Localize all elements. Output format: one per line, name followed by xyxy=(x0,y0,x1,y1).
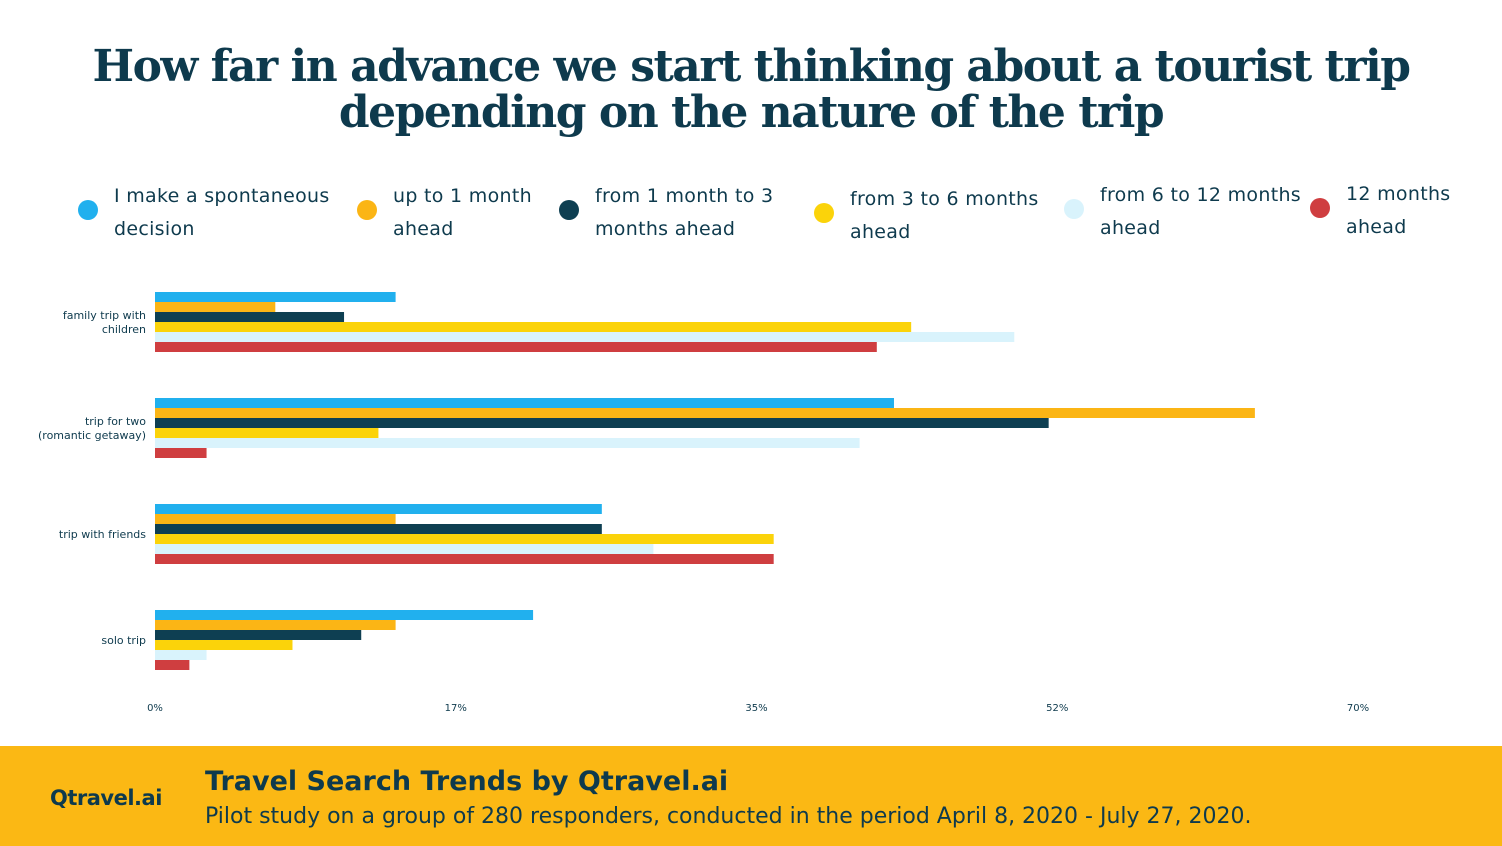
category-label: family trip with children xyxy=(63,309,146,336)
x-tick-label: 70% xyxy=(1347,703,1369,714)
bar-trip-for-two-romantic-getaway-2 xyxy=(155,408,1255,418)
bar-trip-for-two-romantic-getaway-4 xyxy=(155,428,379,438)
bar-solo-trip-5 xyxy=(155,650,207,660)
legend-marker-6-12-months xyxy=(1064,199,1084,219)
legend-label-12-months: 12 months ahead xyxy=(1346,183,1451,238)
bar-trip-with-friends-6 xyxy=(155,554,774,564)
x-tick-label: 52% xyxy=(1046,703,1068,714)
legend-label-3-6-months: from 3 to 6 months ahead xyxy=(850,188,1039,243)
bar-family-trip-with-children-2 xyxy=(155,302,276,312)
bar-solo-trip-4 xyxy=(155,640,293,650)
bar-family-trip-with-children-1 xyxy=(155,292,396,302)
bar-trip-for-two-romantic-getaway-3 xyxy=(155,418,1049,428)
brand-logo[interactable]: Qtravel.ai xyxy=(50,786,162,810)
bar-family-trip-with-children-4 xyxy=(155,322,912,332)
bar-trip-with-friends-5 xyxy=(155,544,654,554)
bar-trip-with-friends-1 xyxy=(155,504,602,514)
x-tick-label: 0% xyxy=(147,703,163,714)
bar-family-trip-with-children-5 xyxy=(155,332,1015,342)
legend-marker-3-6-months xyxy=(814,203,834,223)
footer-subtitle: Pilot study on a group of 280 responders… xyxy=(205,804,1252,829)
category-label: trip with friends xyxy=(59,528,146,541)
bar-trip-with-friends-2 xyxy=(155,514,396,524)
bar-solo-trip-1 xyxy=(155,610,534,620)
footer-title: Travel Search Trends by Qtravel.ai xyxy=(205,766,729,797)
bar-solo-trip-2 xyxy=(155,620,396,630)
legend-label-1-month: up to 1 month ahead xyxy=(393,185,532,240)
bar-trip-for-two-romantic-getaway-5 xyxy=(155,438,860,448)
bar-solo-trip-3 xyxy=(155,630,362,640)
legend-marker-1-3-months xyxy=(559,200,579,220)
legend-marker-1-month xyxy=(357,200,377,220)
footer-banner: Qtravel.ai Travel Search Trends by Qtrav… xyxy=(0,746,1502,846)
bar-chart: family trip with children trip for two (rom… xyxy=(38,292,1369,714)
bar-family-trip-with-children-3 xyxy=(155,312,345,322)
category-label: solo trip xyxy=(101,634,146,647)
bar-family-trip-with-children-6 xyxy=(155,342,877,352)
bar-trip-with-friends-3 xyxy=(155,524,602,534)
category-label: trip for two (romantic getaway) xyxy=(38,415,146,442)
bar-trip-for-two-romantic-getaway-6 xyxy=(155,448,207,458)
legend-label-6-12-months: from 6 to 12 months ahead xyxy=(1100,184,1301,239)
legend-marker-12-months xyxy=(1310,198,1330,218)
bar-trip-with-friends-4 xyxy=(155,534,774,544)
legend-marker-spontaneous xyxy=(78,200,98,220)
legend-label-1-3-months: from 1 month to 3 months ahead xyxy=(595,185,774,240)
chart-title: How far in advance we start thinking abo… xyxy=(92,41,1411,138)
x-tick-label: 17% xyxy=(445,703,467,714)
legend-label-spontaneous: I make a spontaneous decision xyxy=(114,185,330,240)
bar-trip-for-two-romantic-getaway-1 xyxy=(155,398,894,408)
x-tick-label: 35% xyxy=(745,703,767,714)
bar-solo-trip-6 xyxy=(155,660,190,670)
